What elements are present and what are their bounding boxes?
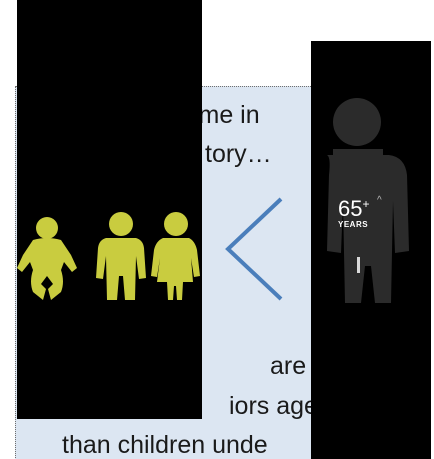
child-boy-icon [96, 212, 146, 300]
age-plus: + [362, 197, 370, 211]
child-girl-icon [151, 212, 200, 300]
senior-person-icon [327, 98, 409, 303]
text-line-2: tory… [205, 140, 272, 168]
senior-panel [311, 41, 431, 459]
less-than-chevron-icon [225, 197, 283, 301]
age-badge: 65+ YEARS [338, 198, 370, 229]
age-number: 65 [338, 196, 363, 221]
corner-mark: ^ [377, 195, 382, 206]
text-line-5: than children unde [62, 431, 268, 459]
age-unit: YEARS [338, 220, 369, 229]
children-figures [17, 212, 200, 300]
baby-icon [17, 217, 77, 300]
children-panel [17, 0, 202, 419]
